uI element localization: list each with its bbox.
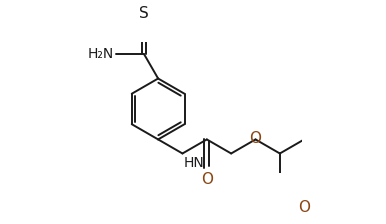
Text: H₂N: H₂N [87,47,113,61]
Text: O: O [298,200,310,215]
Text: O: O [249,131,261,146]
Text: O: O [201,172,213,187]
Text: S: S [139,6,149,21]
Text: HN: HN [184,156,205,170]
